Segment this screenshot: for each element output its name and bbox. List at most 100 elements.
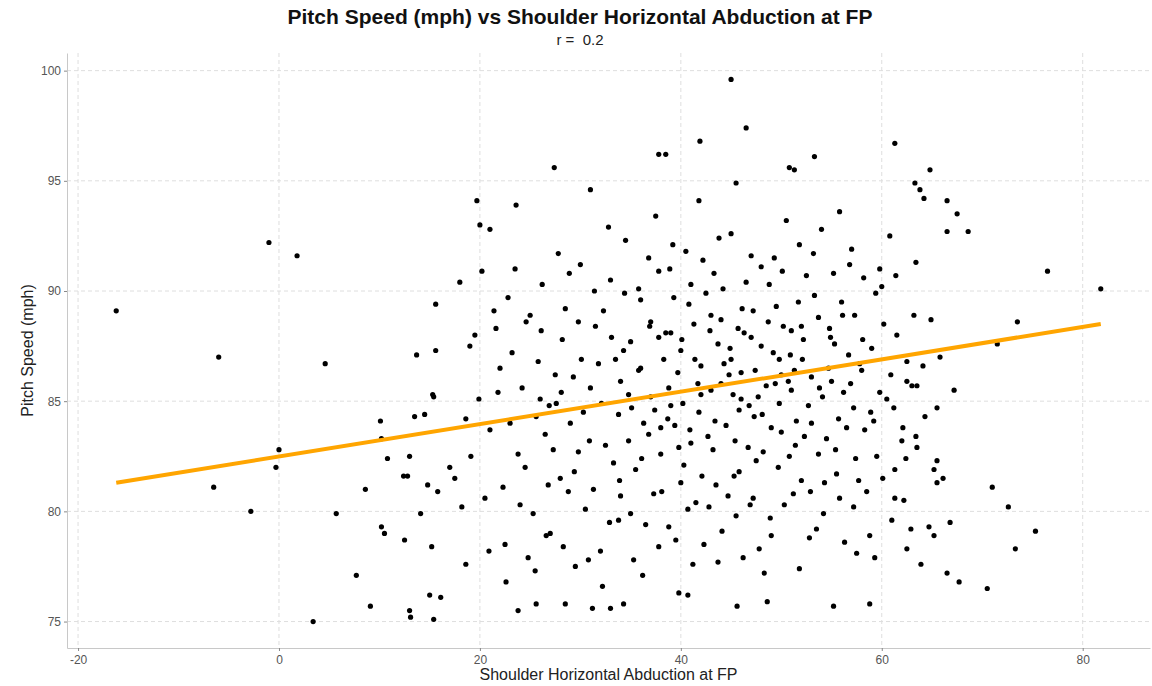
point	[468, 454, 473, 459]
point	[754, 458, 759, 463]
tick-label: 80	[1077, 653, 1091, 667]
point	[873, 291, 878, 296]
point	[760, 412, 765, 417]
tick-label: 60	[876, 653, 890, 667]
point	[665, 416, 670, 421]
point	[797, 242, 802, 247]
tick: -20	[70, 648, 88, 667]
point	[639, 456, 644, 461]
point	[676, 590, 681, 595]
tick-mark	[64, 401, 67, 402]
point	[728, 231, 733, 236]
point	[748, 502, 753, 507]
tick-mark	[279, 648, 280, 651]
point	[741, 555, 746, 560]
point	[544, 533, 549, 538]
point	[591, 487, 596, 492]
point	[809, 374, 814, 379]
point	[476, 396, 481, 401]
point	[801, 337, 806, 342]
point	[716, 236, 721, 241]
tick: 40	[675, 648, 689, 667]
point	[686, 302, 691, 307]
point	[323, 361, 328, 366]
point	[731, 474, 736, 479]
point	[777, 357, 782, 362]
point	[791, 491, 796, 496]
point	[690, 562, 695, 567]
point	[793, 443, 798, 448]
tick-label: 90	[48, 284, 62, 298]
point	[667, 266, 672, 271]
point	[847, 262, 852, 267]
point	[789, 328, 794, 333]
point	[705, 434, 710, 439]
point	[685, 507, 690, 512]
point	[836, 416, 841, 421]
point	[463, 416, 468, 421]
point	[659, 489, 664, 494]
point	[487, 427, 492, 432]
point	[756, 394, 761, 399]
tick-mark	[78, 648, 79, 651]
tick: 80	[1077, 648, 1091, 667]
point	[951, 388, 956, 393]
point	[678, 348, 683, 353]
point	[840, 313, 845, 318]
point	[647, 324, 652, 329]
point	[806, 403, 811, 408]
point	[641, 421, 646, 426]
point	[774, 304, 779, 309]
point	[354, 573, 359, 578]
point	[563, 601, 568, 606]
point	[378, 418, 383, 423]
point	[867, 601, 872, 606]
point	[773, 381, 778, 386]
point	[618, 379, 623, 384]
point	[926, 524, 931, 529]
point	[802, 434, 807, 439]
point	[661, 357, 666, 362]
point	[402, 537, 407, 542]
tick-mark	[1083, 648, 1084, 651]
point	[887, 233, 892, 238]
point	[772, 255, 777, 260]
point	[528, 313, 533, 318]
point	[765, 599, 770, 604]
tick-label: 85	[48, 395, 62, 409]
point	[733, 513, 738, 518]
point	[751, 496, 756, 501]
point	[871, 418, 876, 423]
point	[546, 482, 551, 487]
point	[784, 218, 789, 223]
point	[673, 537, 678, 542]
point	[1045, 269, 1050, 274]
point	[711, 271, 716, 276]
point	[487, 227, 492, 232]
point	[1006, 504, 1011, 509]
plot-area	[114, 77, 1104, 624]
point	[862, 427, 867, 432]
tick-label: -20	[70, 653, 88, 667]
point	[864, 489, 869, 494]
point	[407, 608, 412, 613]
point	[651, 491, 656, 496]
point	[692, 357, 697, 362]
point	[663, 152, 668, 157]
tick-mark	[64, 71, 67, 72]
point	[452, 476, 457, 481]
point	[678, 480, 683, 485]
x-axis: -20020406080	[68, 648, 1151, 667]
point	[944, 570, 949, 575]
point	[668, 403, 673, 408]
point	[708, 313, 713, 318]
point	[735, 326, 740, 331]
point	[581, 410, 586, 415]
point	[706, 504, 711, 509]
point	[721, 361, 726, 366]
point	[914, 383, 919, 388]
point	[618, 493, 623, 498]
point	[751, 308, 756, 313]
point	[691, 321, 696, 326]
point	[576, 319, 581, 324]
